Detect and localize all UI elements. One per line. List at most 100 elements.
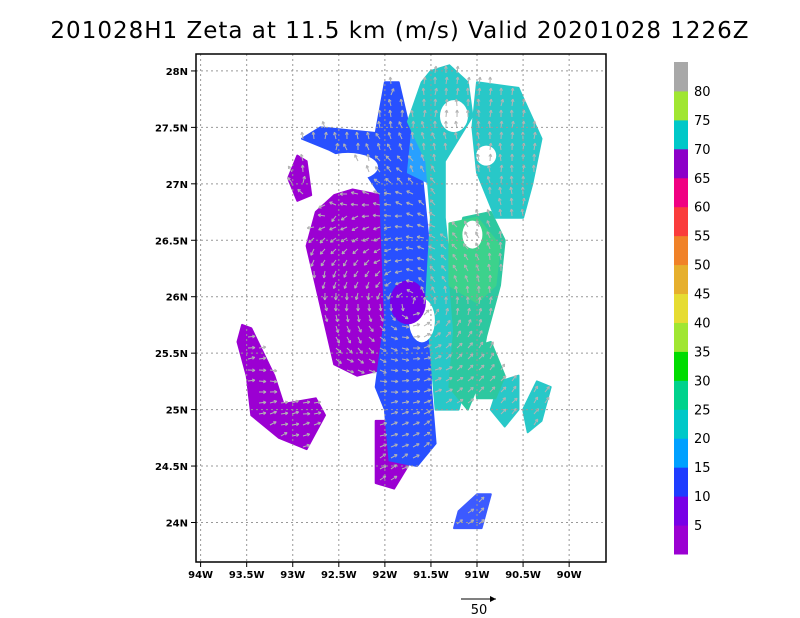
wind-vector-head bbox=[462, 243, 467, 247]
wind-vector bbox=[423, 388, 431, 393]
wind-vector-head bbox=[273, 400, 278, 404]
wind-vector-head bbox=[354, 285, 358, 289]
wind-vector bbox=[456, 377, 464, 382]
wind-vector bbox=[351, 215, 359, 220]
wind-vector-head bbox=[425, 309, 430, 314]
wind-vector bbox=[362, 248, 370, 254]
wind-vector bbox=[390, 454, 398, 459]
wind-vector-head bbox=[441, 275, 445, 280]
wind-vector bbox=[401, 314, 409, 320]
wind-vector-head bbox=[469, 364, 474, 369]
wind-vector-head bbox=[421, 87, 426, 91]
wind-vector-head bbox=[520, 131, 525, 135]
wind-vector bbox=[511, 121, 514, 129]
wind-vector-head bbox=[416, 400, 421, 404]
colorbar-label: 25 bbox=[694, 403, 711, 418]
wind-vector-head bbox=[406, 190, 410, 194]
data-gap bbox=[439, 100, 468, 133]
wind-vector bbox=[489, 153, 492, 162]
wind-vector bbox=[329, 201, 337, 206]
wind-vector-head bbox=[376, 142, 381, 147]
wind-vector bbox=[478, 341, 484, 349]
wind-vector bbox=[488, 264, 491, 272]
wind-vector-head bbox=[457, 319, 461, 323]
wind-vector bbox=[291, 411, 299, 415]
y-tick-label: 27N bbox=[166, 180, 188, 191]
wind-vector bbox=[302, 444, 310, 448]
wind-vector-head bbox=[502, 408, 507, 413]
wind-vector-head bbox=[263, 390, 267, 394]
wind-vector bbox=[434, 88, 438, 96]
y-tick-label: 24.5N bbox=[155, 462, 188, 473]
wind-vector-head bbox=[284, 411, 289, 416]
wind-vector bbox=[280, 423, 288, 426]
wind-vector-head bbox=[488, 274, 492, 278]
wind-vector-head bbox=[396, 155, 401, 159]
wind-vector bbox=[412, 432, 420, 437]
wind-vector bbox=[401, 303, 404, 311]
wind-vector-head bbox=[383, 259, 388, 264]
wind-vector-head bbox=[444, 98, 449, 103]
wind-vector-head bbox=[443, 142, 448, 146]
wind-vector-head bbox=[500, 98, 505, 103]
wind-vector bbox=[406, 236, 414, 239]
wind-vector bbox=[384, 259, 392, 263]
wind-vector-head bbox=[433, 98, 438, 102]
wind-vector-head bbox=[509, 164, 514, 168]
wind-vector bbox=[379, 443, 387, 448]
wind-vector-head bbox=[341, 250, 346, 255]
colorbar-swatch bbox=[674, 438, 688, 468]
wind-vector-head bbox=[464, 220, 468, 225]
wind-vector-head bbox=[416, 421, 420, 425]
wind-vector-head bbox=[431, 286, 435, 290]
wind-vector bbox=[456, 88, 459, 96]
wind-vector-head bbox=[343, 143, 347, 147]
wind-vector bbox=[401, 401, 409, 404]
wind-vector bbox=[406, 212, 414, 217]
wind-vector-head bbox=[498, 252, 503, 257]
wind-vector bbox=[476, 132, 480, 140]
wind-vector-head bbox=[440, 243, 444, 248]
wind-vector-head bbox=[350, 369, 354, 374]
wind-vector bbox=[412, 443, 420, 448]
wind-vector-head bbox=[487, 164, 491, 169]
wind-vector-head bbox=[511, 120, 515, 125]
wind-vector-head bbox=[374, 273, 379, 277]
wind-vector-head bbox=[333, 297, 338, 301]
wind-vector-head bbox=[273, 410, 277, 415]
wind-vector-head bbox=[477, 87, 482, 91]
wind-vector bbox=[320, 259, 326, 267]
wind-vector-head bbox=[429, 265, 433, 270]
wind-vector-head bbox=[251, 356, 256, 360]
wind-vector-head bbox=[480, 496, 485, 501]
wind-vector bbox=[307, 226, 315, 229]
wind-vector bbox=[302, 176, 306, 184]
wind-vector-head bbox=[459, 342, 463, 347]
wind-vector bbox=[340, 237, 348, 243]
wind-vector bbox=[489, 386, 496, 393]
wind-vector-head bbox=[353, 273, 358, 278]
wind-vector-head bbox=[365, 143, 369, 147]
wind-vector-head bbox=[405, 279, 410, 283]
wind-vector-head bbox=[501, 363, 505, 368]
wind-vector-head bbox=[321, 285, 326, 289]
wind-vector-head bbox=[499, 131, 504, 135]
wind-vector-head bbox=[340, 217, 345, 221]
wind-vector bbox=[434, 344, 442, 349]
wind-vector bbox=[390, 421, 398, 426]
wind-vector bbox=[312, 131, 315, 140]
wind-vector-head bbox=[310, 263, 314, 267]
wind-vector bbox=[423, 378, 431, 382]
wind-vector-head bbox=[406, 378, 410, 383]
wind-vector bbox=[351, 237, 359, 243]
wind-vector bbox=[412, 378, 420, 382]
vorticity-region bbox=[448, 216, 501, 304]
wind-vector bbox=[384, 226, 392, 229]
wind-vector-head bbox=[441, 265, 445, 269]
wind-vector-head bbox=[361, 203, 365, 207]
wind-vector-head bbox=[331, 218, 335, 223]
colorbar-swatch bbox=[674, 409, 688, 439]
wind-vector-head bbox=[467, 76, 471, 81]
wind-vector-head bbox=[534, 385, 539, 390]
wind-vector bbox=[401, 421, 409, 426]
